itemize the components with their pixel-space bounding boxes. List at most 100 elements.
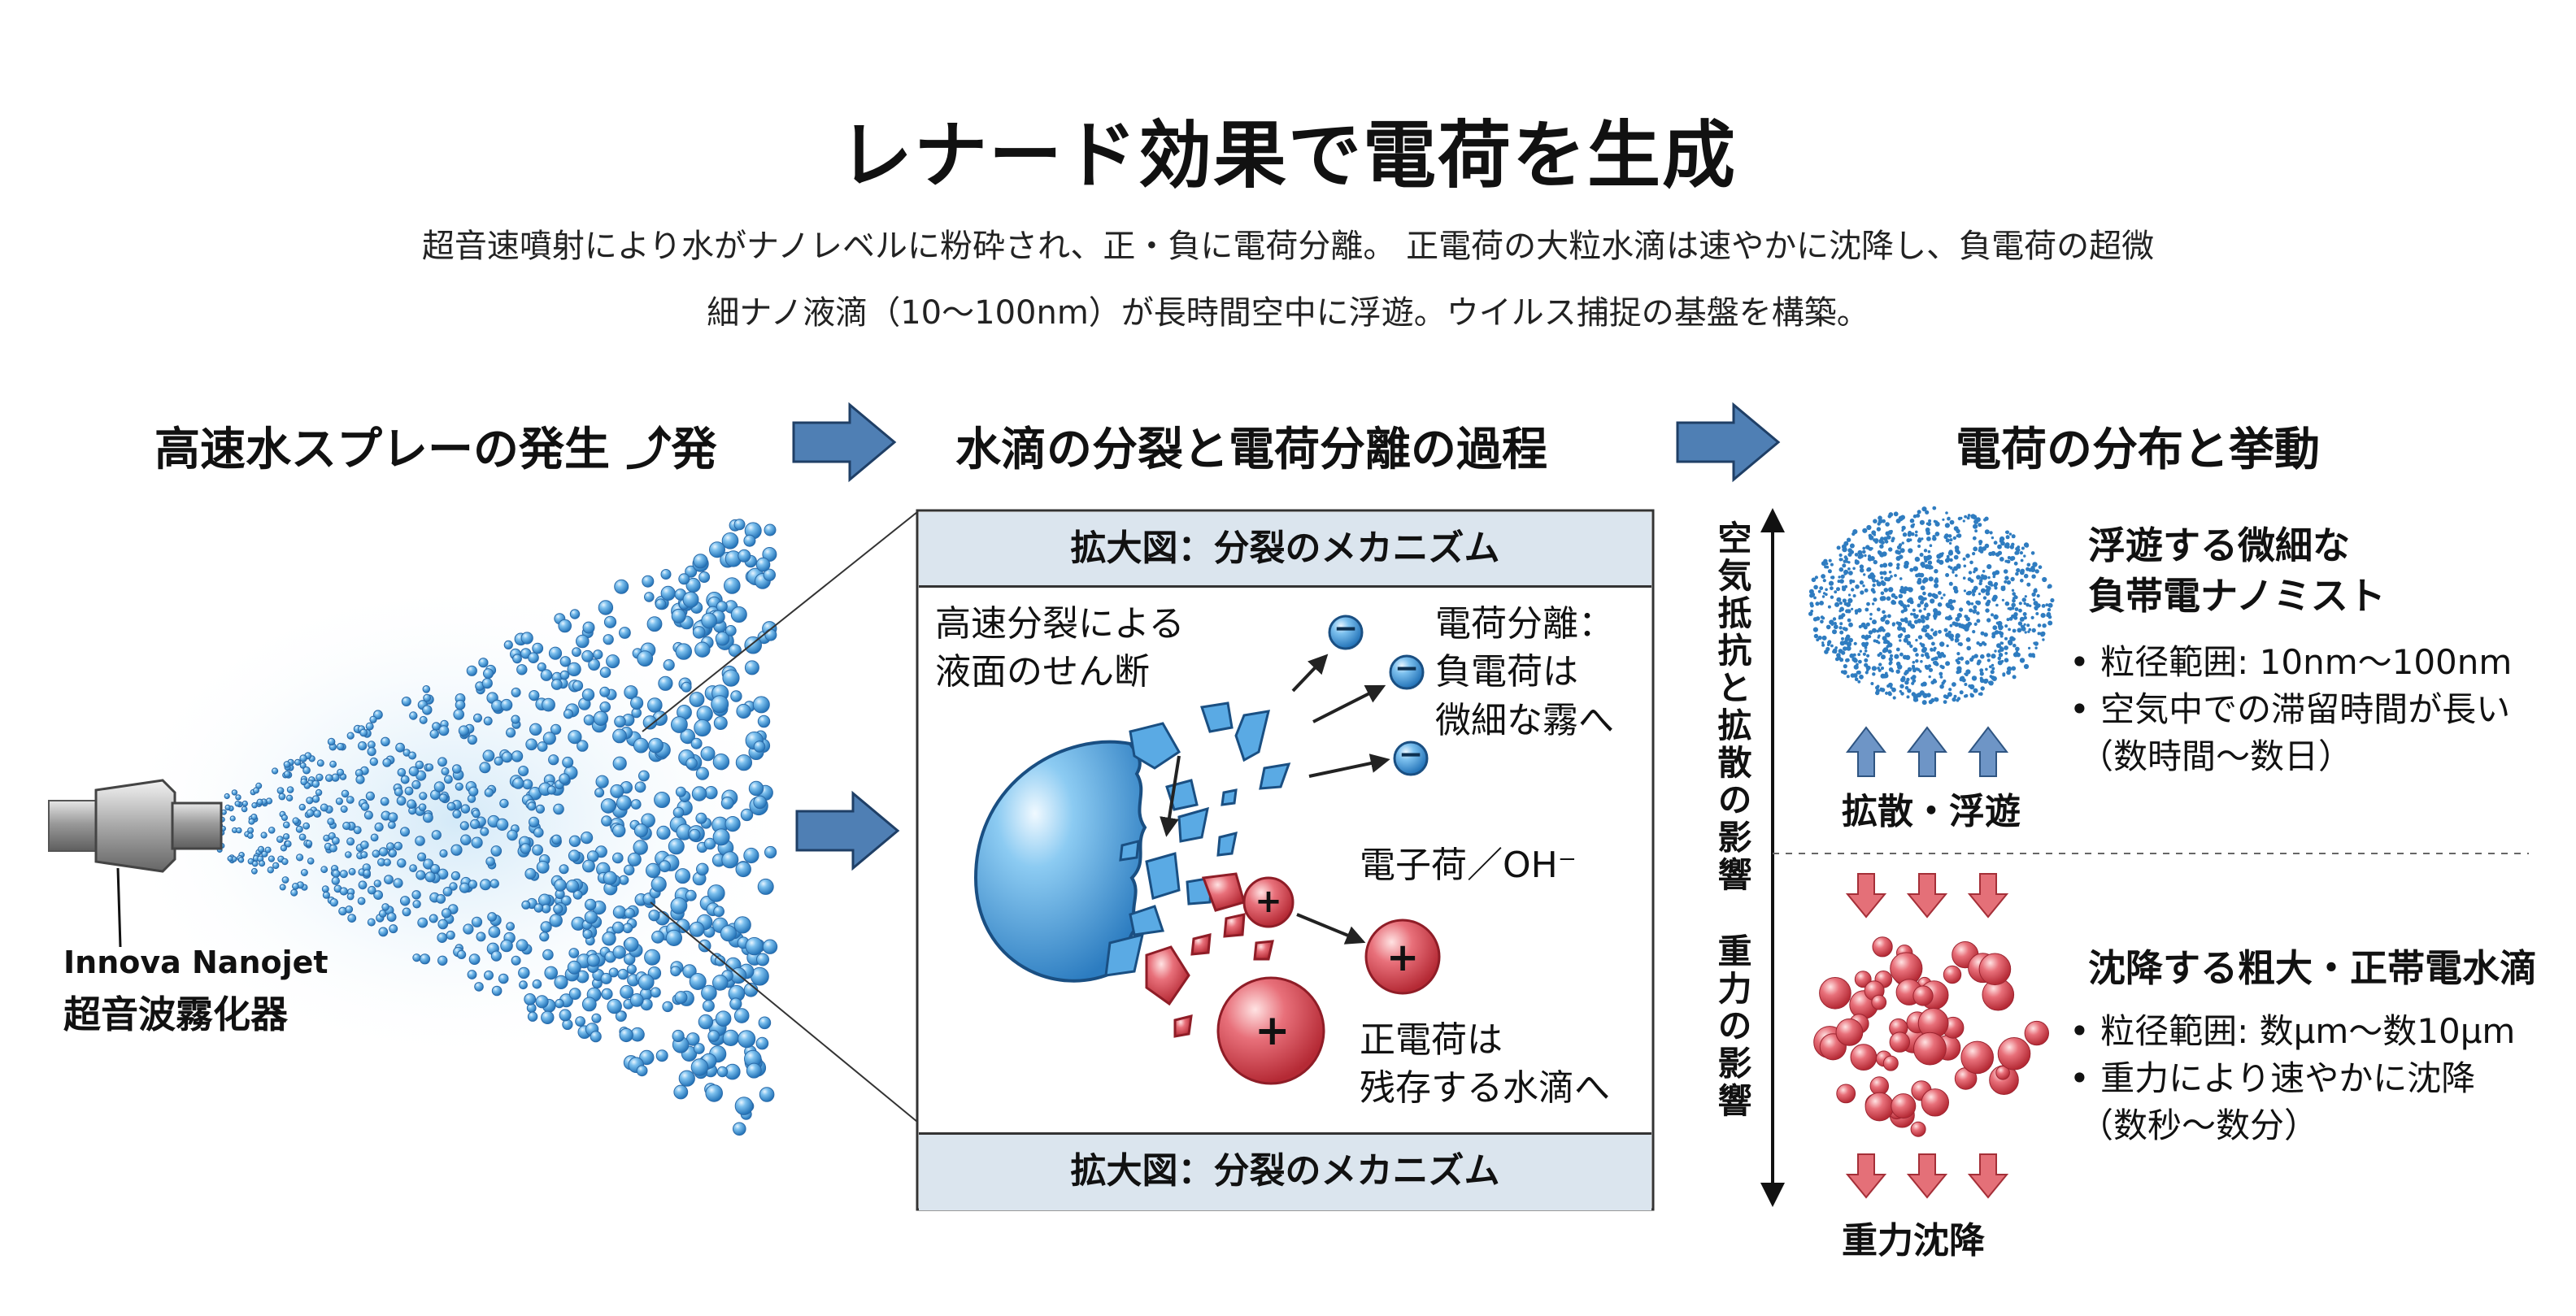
nano-mist-dot	[1867, 556, 1873, 562]
nano-mist-dot	[1891, 669, 1895, 673]
nano-mist-dot	[1901, 541, 1904, 545]
spray-droplet	[360, 851, 368, 859]
spray-droplet	[506, 727, 516, 738]
nano-mist-dot	[1840, 558, 1843, 562]
spray-droplet	[612, 906, 627, 919]
nano-mist-dot	[1897, 625, 1903, 632]
nano-mist-dot	[1876, 629, 1880, 633]
spray-droplet	[234, 801, 241, 807]
nano-mist-dot	[1986, 653, 1991, 658]
nano-mist-dot	[2006, 559, 2011, 564]
spray-droplet	[419, 953, 431, 965]
nano-mist-dot	[1931, 593, 1936, 597]
spray-droplet	[622, 923, 633, 934]
nano-mist-dot	[1911, 681, 1915, 685]
positive-droplet	[1242, 876, 1295, 928]
spray-droplet	[369, 715, 377, 723]
spray-droplet	[612, 945, 626, 959]
negative-droplet	[1389, 654, 1425, 690]
spray-droplet	[707, 1030, 720, 1042]
spray-droplet	[425, 763, 434, 771]
spray-droplet	[576, 634, 590, 649]
nano-mist-dot	[2033, 589, 2038, 593]
nano-mist-dot	[1887, 576, 1891, 580]
nano-mist-dot	[1887, 614, 1891, 619]
nano-mist-dot	[1932, 506, 1937, 510]
spray-droplet	[500, 698, 513, 711]
nano-mist-dot	[1847, 567, 1851, 571]
positive-charge-label: 正電荷は 残存する水滴へ	[1360, 1019, 1610, 1110]
nano-mist-dot	[1869, 612, 1873, 616]
nano-mist-dot	[1955, 640, 1958, 643]
nano-mist-dot	[2013, 561, 2018, 566]
nano-mist-dot	[1882, 647, 1889, 653]
nano-mist-dot	[1909, 644, 1913, 649]
spray-droplet	[242, 800, 248, 807]
spray-droplet	[724, 816, 741, 832]
nano-mist-dot	[2007, 666, 2012, 672]
nano-mist-dot	[1917, 545, 1921, 548]
coarse-droplet	[1997, 1037, 2031, 1071]
nano-mist-dot	[2030, 615, 2034, 620]
nano-mist-dot	[1865, 671, 1869, 675]
nano-mist-dot	[1863, 573, 1866, 576]
nano-mist-dot	[1964, 515, 1968, 519]
spray-droplet	[559, 773, 570, 784]
spray-droplet	[490, 950, 503, 962]
nano-mist-dot	[1839, 579, 1844, 584]
nano-mist-dot	[1886, 645, 1890, 649]
nano-mist-dot	[1843, 646, 1847, 651]
coarse-droplet	[1865, 1092, 1895, 1122]
spray-droplet	[423, 693, 431, 702]
nano-mist-dot	[2024, 631, 2027, 634]
nano-mist-dot	[1923, 549, 1928, 553]
section-title-spray: 高速水スプレーの発生 ⤴発	[154, 423, 717, 476]
nano-mist-dot	[2020, 579, 2024, 583]
nano-mist-dot	[1848, 637, 1853, 643]
spray-droplet	[283, 833, 290, 840]
nano-mist-dot	[1899, 548, 1905, 554]
spray-droplet	[472, 810, 481, 819]
nano-mist-dot	[1979, 670, 1983, 673]
nano-mist-dot	[1854, 677, 1859, 681]
spray-droplet	[394, 841, 403, 851]
nano-mist-dot	[1984, 678, 1989, 683]
spray-droplet	[268, 855, 275, 862]
spray-droplet	[516, 664, 528, 675]
nano-mist-dot	[1946, 557, 1951, 562]
nano-mist-dot	[1846, 645, 1852, 651]
spray-droplet	[663, 659, 675, 671]
nano-mist-dot	[2028, 653, 2033, 658]
nano-mist-dot	[1938, 591, 1942, 595]
nano-mist-dot	[2028, 646, 2031, 650]
spray-droplet	[740, 808, 754, 822]
coarse-droplet	[1850, 1044, 1878, 1071]
nano-mist-dot	[1917, 635, 1923, 640]
nano-mist-dot	[1922, 625, 1925, 628]
nano-mist-dot	[1987, 575, 1991, 580]
spray-droplet	[655, 598, 667, 610]
spray-droplet	[546, 785, 557, 795]
nano-mist-dot	[1990, 670, 1995, 675]
nano-mist-dot	[1980, 588, 1986, 593]
spray-droplet	[382, 758, 392, 767]
nano-mist-dot	[1933, 649, 1936, 652]
spray-droplet	[520, 632, 533, 645]
nano-mist-dot	[1972, 591, 1975, 594]
spray-droplet	[305, 840, 313, 847]
nano-mist-dot	[1953, 554, 1959, 560]
nano-mist-dot	[1888, 587, 1894, 593]
nano-mist-dot	[1817, 589, 1821, 593]
nano-mist-dot	[1821, 643, 1825, 647]
spray-droplet	[285, 840, 292, 848]
spray-droplet	[535, 804, 546, 814]
nano-mist-dot	[1888, 657, 1893, 662]
nano-mist-dot	[1978, 542, 1982, 545]
spray-droplet	[332, 869, 341, 878]
nano-mist-dot	[1902, 532, 1908, 537]
spray-droplet	[396, 796, 407, 806]
nano-mist-dot	[1952, 585, 1958, 591]
nano-mist-dot	[1967, 514, 1971, 517]
nano-mist-dot	[1887, 692, 1892, 697]
nano-mist-dot	[1865, 607, 1869, 612]
